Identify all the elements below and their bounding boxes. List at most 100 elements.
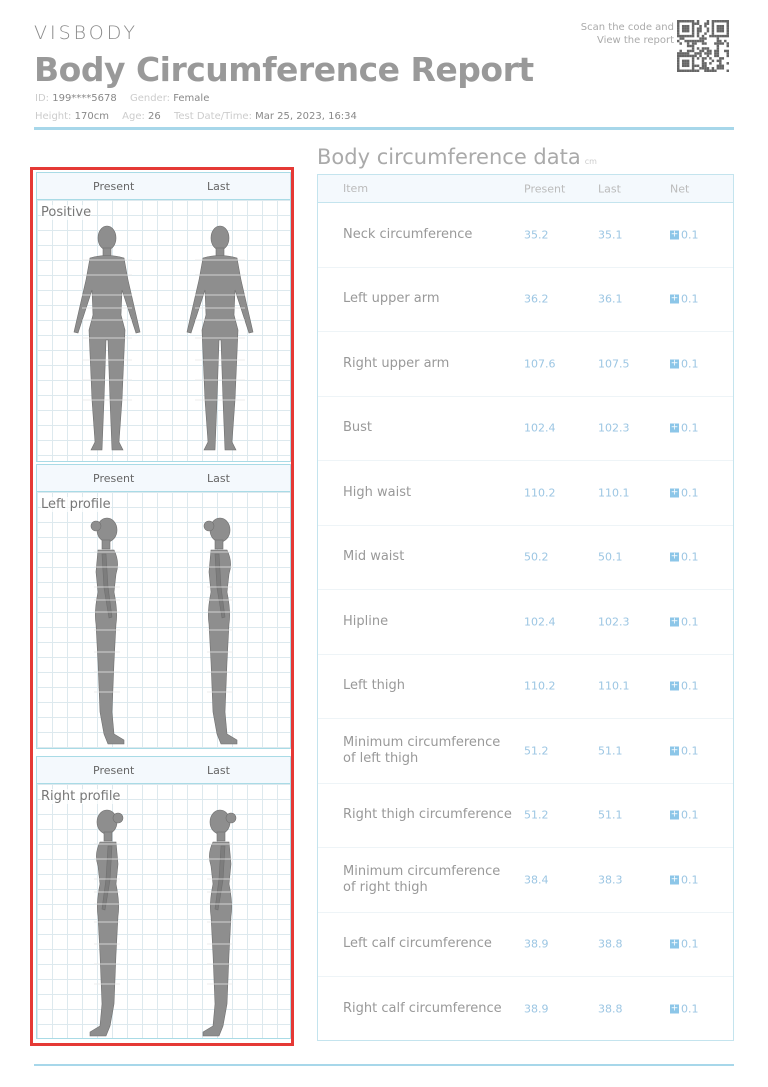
table-title-text: Body circumference data xyxy=(317,145,581,169)
increase-icon: + xyxy=(670,422,679,433)
body-model-last xyxy=(202,809,237,1037)
net-value: 0.1 xyxy=(681,808,699,822)
row-present: 51.2 xyxy=(524,808,549,822)
net-value: 0.1 xyxy=(681,615,699,629)
net-value: 0.1 xyxy=(681,292,699,306)
body-model-last xyxy=(186,225,254,451)
row-item: Right upper arm xyxy=(343,355,450,371)
row-last: 38.3 xyxy=(598,873,623,887)
row-last: 110.1 xyxy=(598,486,630,500)
date-value: Mar 25, 2023, 16:34 xyxy=(255,111,357,122)
table-row: Right thigh circumference 51.2 51.1 +0.1 xyxy=(318,784,733,848)
row-present: 102.4 xyxy=(524,615,556,629)
view-panel-right: Present Last Right profile xyxy=(36,756,291,1039)
row-last: 110.1 xyxy=(598,679,630,693)
increase-icon: + xyxy=(670,229,679,240)
row-net: +0.1 xyxy=(670,293,699,306)
increase-icon: + xyxy=(670,809,679,820)
body-model-last xyxy=(203,517,238,745)
row-net: +0.1 xyxy=(670,615,699,628)
row-last: 38.8 xyxy=(598,937,623,951)
row-last: 38.8 xyxy=(598,1002,623,1016)
table-row: Left thigh 110.2 110.1 +0.1 xyxy=(318,655,733,719)
header-present: Present xyxy=(524,182,566,195)
row-item: Left upper arm xyxy=(343,291,440,307)
net-value: 0.1 xyxy=(681,421,699,435)
header-item: Item xyxy=(343,181,369,195)
row-present: 50.2 xyxy=(524,550,549,564)
increase-icon: + xyxy=(670,487,679,498)
header-divider xyxy=(34,127,734,130)
row-present: 110.2 xyxy=(524,679,556,693)
net-value: 0.1 xyxy=(681,873,699,887)
row-net: +0.1 xyxy=(670,938,699,951)
body-model-present xyxy=(90,517,125,745)
row-net: +0.1 xyxy=(670,1003,699,1016)
scan-hint: Scan the code and View the report xyxy=(570,21,674,47)
meta-line-2: Height: 170cm Age: 26 Test Date/Time: Ma… xyxy=(35,111,367,122)
row-present: 51.2 xyxy=(524,744,549,758)
net-value: 0.1 xyxy=(681,550,699,564)
row-item: High waist xyxy=(343,484,412,500)
table-row: Neck circumference 35.2 35.1 +0.1 xyxy=(318,203,733,268)
col-last: Last xyxy=(207,764,230,777)
row-last: 35.1 xyxy=(598,228,623,242)
scan-line-2: View the report xyxy=(596,35,674,46)
row-last: 36.1 xyxy=(598,292,623,306)
col-present: Present xyxy=(93,764,135,777)
view-panel-front: Present Last Positive xyxy=(36,172,291,462)
increase-icon: + xyxy=(670,874,679,885)
view-header: Present Last xyxy=(37,465,290,492)
view-header: Present Last xyxy=(37,173,290,200)
row-item: Neck circumference xyxy=(343,226,473,242)
header-last: Last xyxy=(598,182,621,195)
table-row: High waist 110.2 110.1 +0.1 xyxy=(318,461,733,526)
table-row: Right calf circumference 38.9 38.8 +0.1 xyxy=(318,977,733,1042)
row-net: +0.1 xyxy=(670,809,699,822)
row-net: +0.1 xyxy=(670,680,699,693)
col-present: Present xyxy=(93,180,135,193)
date-label: Test Date/Time: xyxy=(173,111,252,122)
page-title: Body Circumference Report xyxy=(34,50,534,89)
col-last: Last xyxy=(207,180,230,193)
increase-icon: + xyxy=(670,616,679,627)
unit-label: cm xyxy=(584,157,597,166)
meta-line-1: ID: 199****5678 Gender: Female xyxy=(35,93,219,104)
net-value: 0.1 xyxy=(681,357,699,371)
table-row: Minimum circumference of right thigh 38.… xyxy=(318,848,733,913)
height-value: 170cm xyxy=(74,111,109,122)
table-row: Left upper arm 36.2 36.1 +0.1 xyxy=(318,268,733,332)
row-net: +0.1 xyxy=(670,357,699,370)
net-value: 0.1 xyxy=(681,744,699,758)
grid-area: Right profile xyxy=(37,784,290,1038)
row-item: Right thigh circumference xyxy=(343,807,512,823)
row-item: Left thigh xyxy=(343,678,406,694)
row-item: Right calf circumference xyxy=(343,1001,502,1017)
brand-logo: VISBODY xyxy=(34,22,138,44)
row-net: +0.1 xyxy=(670,228,699,241)
table-title: Body circumference data cm xyxy=(317,145,597,169)
view-panel-left: Present Last Left profile xyxy=(36,464,291,749)
row-item: Minimum circumference of left thigh xyxy=(343,734,501,766)
row-last: 51.1 xyxy=(598,744,623,758)
row-last: 51.1 xyxy=(598,808,623,822)
row-net: +0.1 xyxy=(670,873,699,886)
table-row: Hipline 102.4 102.3 +0.1 xyxy=(318,590,733,655)
row-present: 38.9 xyxy=(524,1002,549,1016)
qr-code-icon[interactable] xyxy=(677,20,729,72)
row-net: +0.1 xyxy=(670,422,699,435)
view-label: Right profile xyxy=(41,789,121,804)
row-item: Minimum circumference of right thigh xyxy=(343,863,501,895)
table-row: Right upper arm 107.6 107.5 +0.1 xyxy=(318,332,733,397)
increase-icon: + xyxy=(670,293,679,304)
row-item: Bust xyxy=(343,420,373,436)
id-label: ID: xyxy=(35,93,50,104)
gender-value: Female xyxy=(173,93,210,104)
row-last: 102.3 xyxy=(598,615,630,629)
table-row: Minimum circumference of left thigh 51.2… xyxy=(318,719,733,784)
net-value: 0.1 xyxy=(681,228,699,242)
circumference-table: Item Present Last Net Neck circumference… xyxy=(317,174,734,1041)
age-value: 26 xyxy=(148,111,161,122)
footer-divider xyxy=(34,1064,734,1066)
height-label: Height: xyxy=(35,111,72,122)
